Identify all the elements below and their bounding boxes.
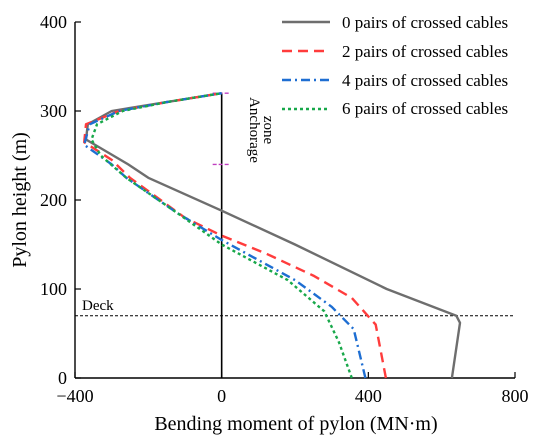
- legend-label-2: 4 pairs of crossed cables: [342, 71, 508, 90]
- y-tick-label: 100: [40, 279, 67, 299]
- deck-label: Deck: [82, 298, 114, 314]
- x-tick-label: 0: [217, 386, 226, 406]
- x-tick-label: 400: [355, 386, 382, 406]
- y-tick-label: 200: [40, 190, 67, 210]
- anchorage-label: Anchorage: [246, 97, 262, 163]
- legend-label-1: 2 pairs of crossed cables: [342, 42, 508, 61]
- y-tick-label: 400: [40, 12, 67, 32]
- legend-label-3: 6 pairs of crossed cables: [342, 99, 508, 118]
- x-axis-title: Bending moment of pylon (MN·m): [154, 413, 437, 435]
- x-tick-label: 800: [502, 386, 529, 406]
- anchorage-zone-label: zone: [260, 116, 276, 145]
- series-line-1: [83, 92, 388, 379]
- y-axis-title: Pylon height (m): [9, 132, 31, 268]
- y-tick-label: 300: [40, 101, 67, 121]
- series-line-3: [90, 92, 353, 379]
- series-line-2: [83, 92, 367, 379]
- y-tick-label: 0: [58, 368, 67, 388]
- series-line-0: [84, 92, 462, 379]
- x-tick-label: −400: [56, 386, 93, 406]
- legend-label-0: 0 pairs of crossed cables: [342, 13, 508, 32]
